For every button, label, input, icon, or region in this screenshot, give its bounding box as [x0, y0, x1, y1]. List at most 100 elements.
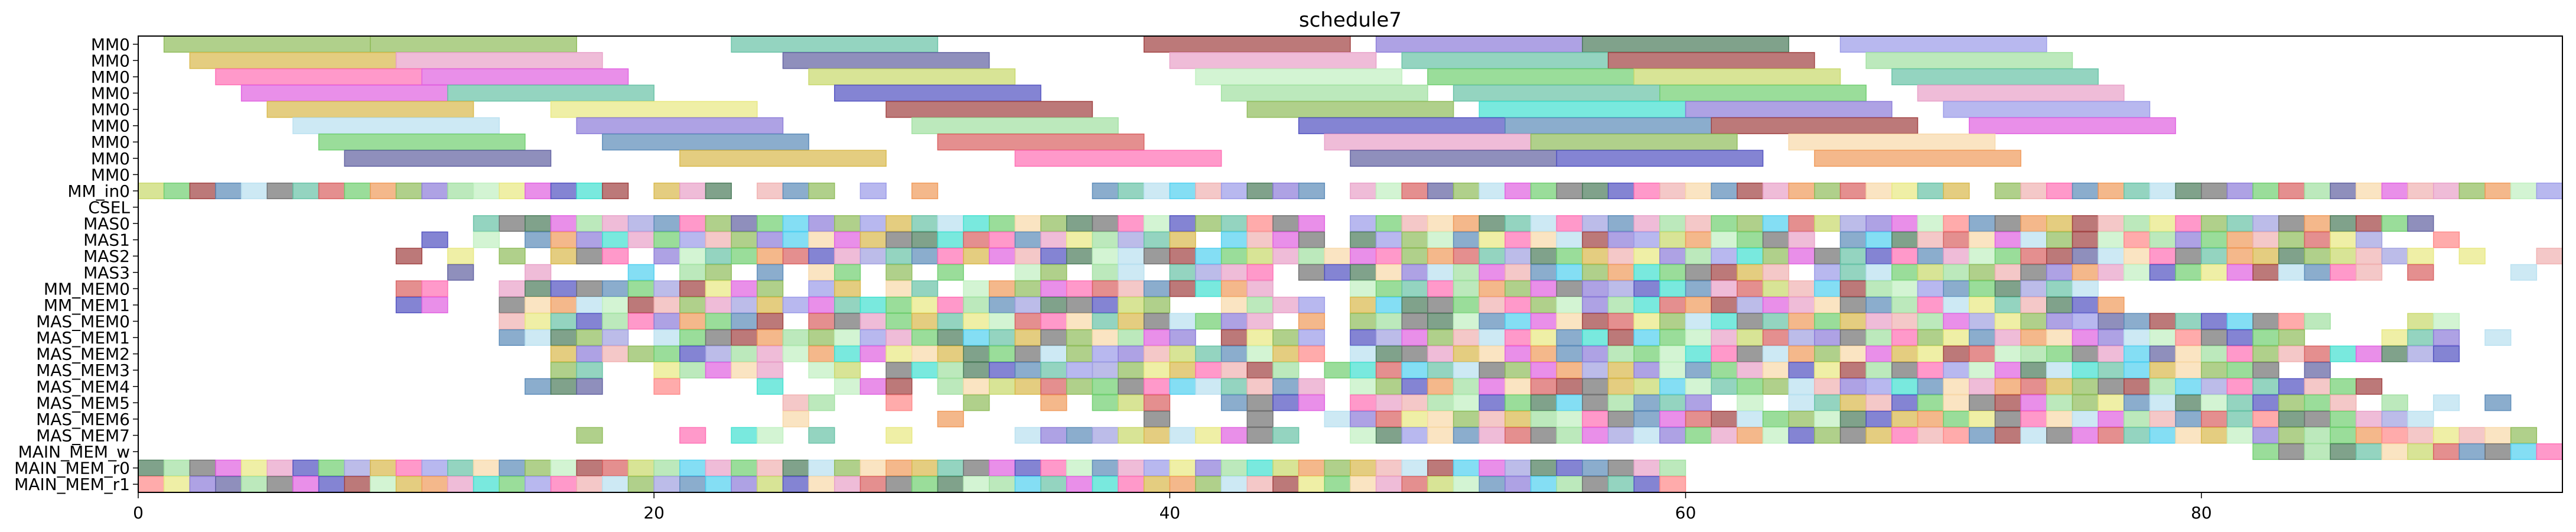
task-cell: [1865, 296, 1893, 313]
task-cell: [2510, 264, 2538, 281]
task-cell: [1195, 362, 1222, 379]
task-cell: [2432, 313, 2460, 330]
task-cell: [963, 362, 990, 379]
task-cell: [1220, 459, 1248, 476]
task-cell: [1118, 427, 1145, 444]
task-cell: [757, 459, 784, 476]
task-cell: [705, 231, 732, 248]
task-cell: [1092, 296, 1119, 313]
task-cell: [1401, 182, 1428, 199]
task-cell: [1994, 296, 2021, 313]
task-bar: [1169, 52, 1377, 69]
task-cell: [1504, 231, 1532, 248]
task-cell: [1814, 313, 1841, 330]
task-cell: [1814, 345, 1841, 362]
task-cell: [2278, 313, 2305, 330]
task-cell: [808, 329, 835, 346]
task-cell: [2020, 410, 2047, 427]
task-cell: [1839, 280, 1867, 297]
task-cell: [1969, 427, 1996, 444]
task-cell: [808, 182, 835, 199]
task-cell: [2020, 215, 2047, 232]
task-cell: [679, 280, 706, 297]
task-cell: [1453, 248, 1480, 265]
task-cell: [1865, 427, 1893, 444]
task-cell: [834, 231, 861, 248]
task-cell: [1839, 362, 1867, 379]
task-cell: [1633, 378, 1660, 395]
task-bar: [1814, 150, 2021, 167]
task-cell: [1427, 264, 1454, 281]
task-cell: [1066, 476, 1093, 493]
task-cell: [2149, 313, 2176, 330]
task-cell: [1556, 264, 1583, 281]
task-cell: [1401, 280, 1428, 297]
task-cell: [2407, 215, 2434, 232]
task-cell: [1917, 394, 1944, 411]
task-cell: [1092, 248, 1119, 265]
task-cell: [731, 313, 758, 330]
task-bar: [782, 52, 990, 69]
task-cell: [627, 231, 654, 248]
task-cell: [1917, 248, 1944, 265]
task-cell: [1633, 264, 1660, 281]
task-cell: [2149, 427, 2176, 444]
task-cell: [2124, 248, 2151, 265]
task-cell: [1737, 410, 1764, 427]
task-cell: [1814, 280, 1841, 297]
task-cell: [189, 459, 216, 476]
task-cell: [731, 280, 758, 297]
task-cell: [1659, 427, 1686, 444]
task-bar: [576, 117, 784, 134]
task-cell: [2175, 264, 2202, 281]
task-cell: [1195, 248, 1222, 265]
task-cell: [885, 329, 913, 346]
task-cell: [1014, 476, 1041, 493]
task-cell: [1427, 345, 1454, 362]
task-cell: [1220, 231, 1248, 248]
task-cell: [1556, 329, 1583, 346]
task-cell: [859, 313, 887, 330]
task-bar: [1607, 52, 1815, 69]
task-cell: [2098, 394, 2125, 411]
task-cell: [1195, 264, 1222, 281]
task-cell: [1246, 313, 1274, 330]
task-cell: [2304, 231, 2331, 248]
task-cell: [1118, 459, 1145, 476]
task-cell: [1607, 182, 1635, 199]
task-cell: [963, 394, 990, 411]
task-cell: [1504, 362, 1532, 379]
task-cell: [1143, 329, 1171, 346]
task-cell: [2432, 443, 2460, 460]
task-cell: [2020, 296, 2047, 313]
task-cell: [757, 427, 784, 444]
task-bar: [1324, 133, 1532, 151]
task-cell: [1530, 264, 1558, 281]
task-cell: [602, 248, 629, 265]
task-cell: [1633, 280, 1660, 297]
task-cell: [240, 459, 268, 476]
task-cell: [627, 296, 654, 313]
task-cell: [2510, 182, 2538, 199]
task-cell: [395, 280, 423, 297]
task-cell: [344, 182, 371, 199]
task-cell: [1582, 215, 1609, 232]
task-cell: [1195, 427, 1222, 444]
task-cell: [1530, 296, 1558, 313]
task-cell: [525, 231, 552, 248]
task-cell: [1220, 248, 1248, 265]
task-cell: [2201, 427, 2228, 444]
task-cell: [1350, 329, 1377, 346]
task-cell: [1014, 313, 1041, 330]
task-cell: [963, 215, 990, 232]
task-cell: [757, 248, 784, 265]
task-cell: [2278, 264, 2305, 281]
task-cell: [1401, 329, 1428, 346]
task-cell: [1839, 296, 1867, 313]
task-cell: [550, 182, 577, 199]
task-cell: [499, 313, 526, 330]
task-cell: [1814, 362, 1841, 379]
task-cell: [911, 280, 939, 297]
task-cell: [215, 182, 242, 199]
task-cell: [2330, 345, 2357, 362]
